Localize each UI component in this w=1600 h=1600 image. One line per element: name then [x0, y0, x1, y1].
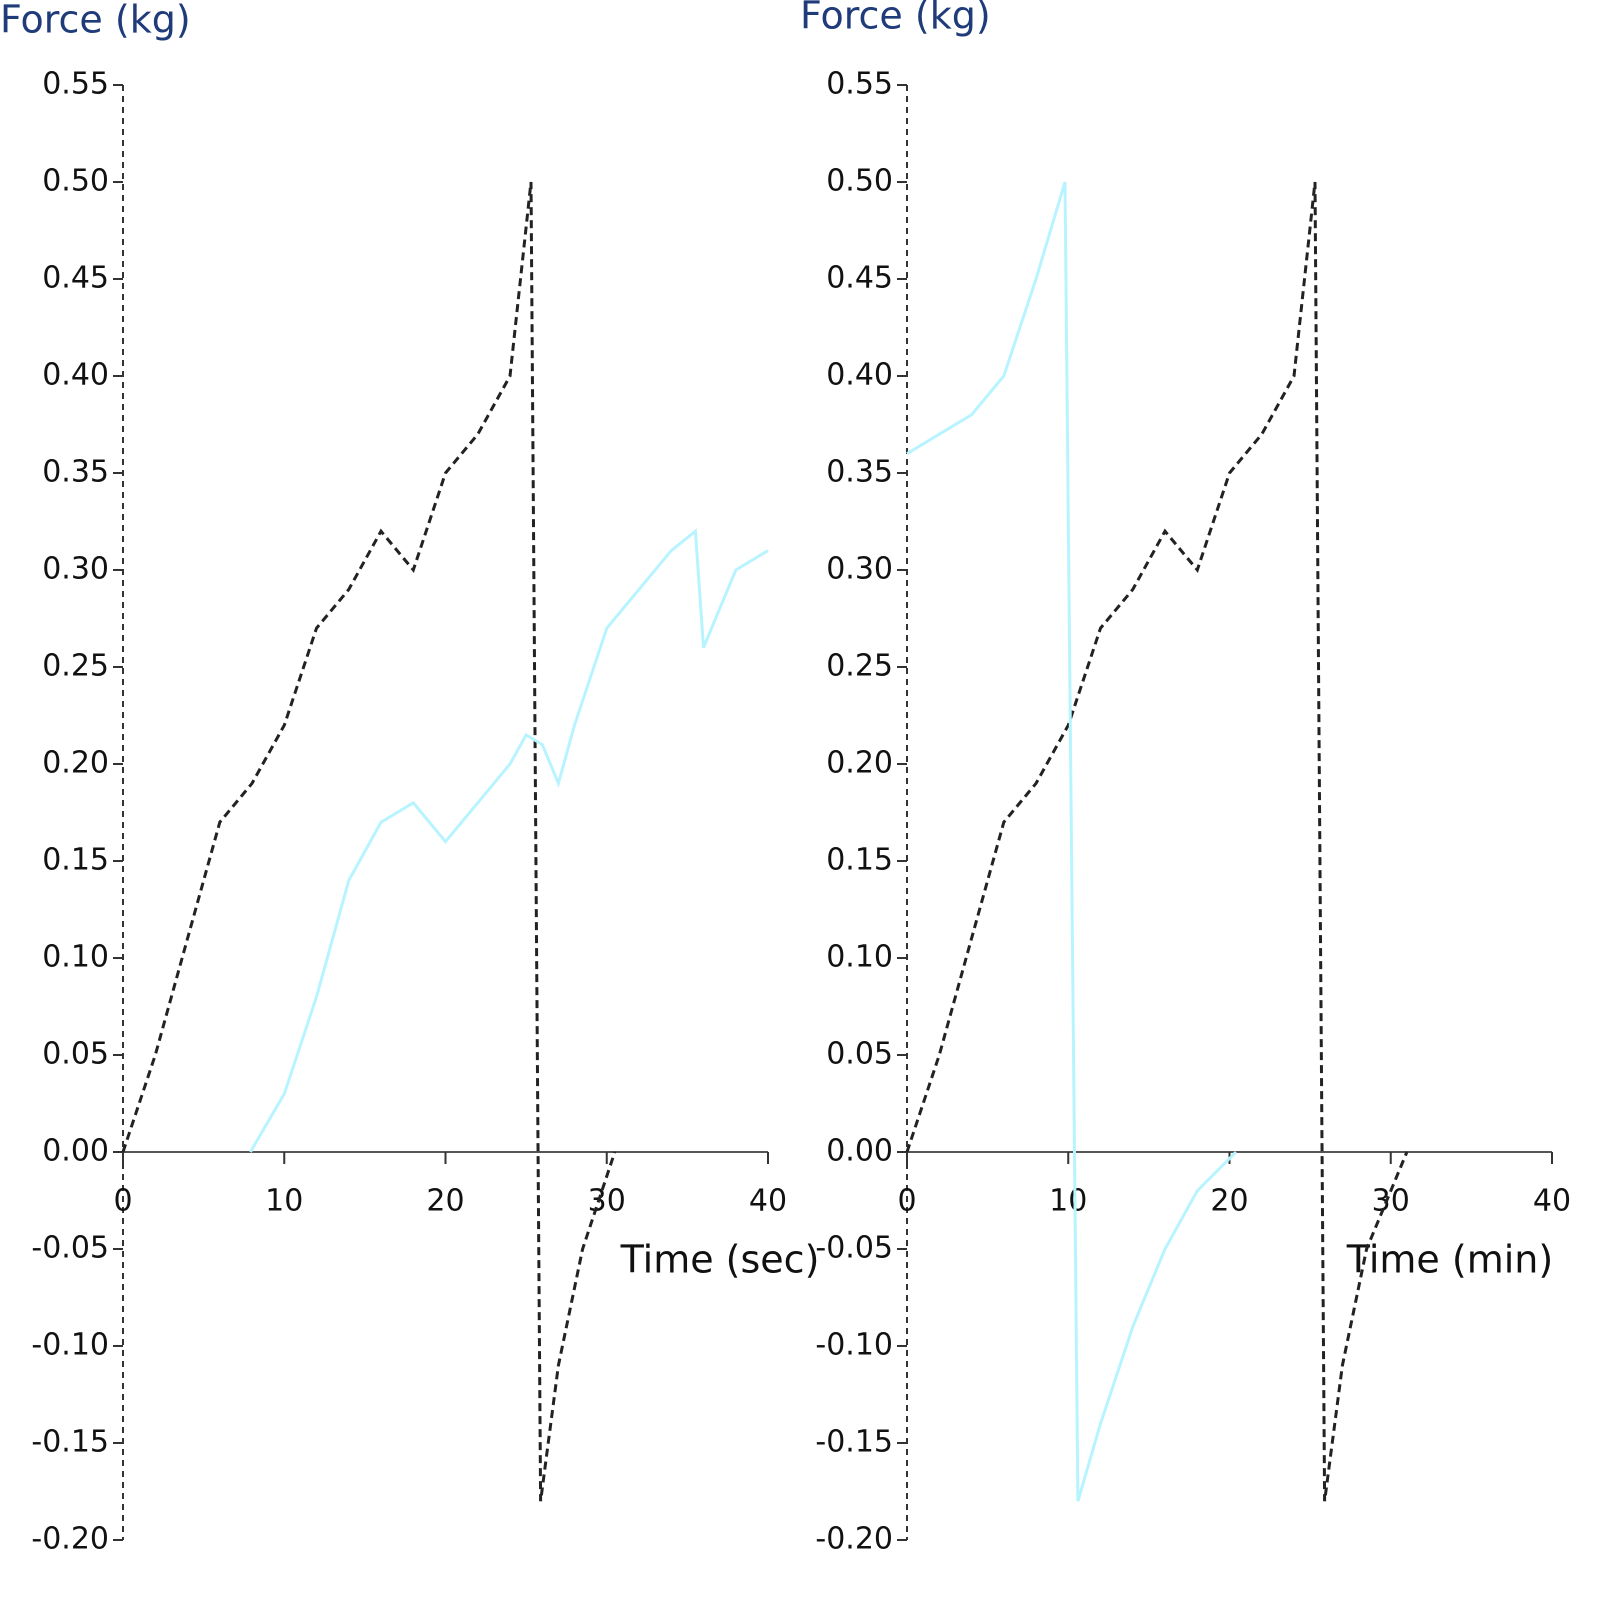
x-tick-label: 10 — [1049, 1184, 1087, 1219]
y-axis-title: Force (kg) — [800, 0, 991, 38]
y-tick-label: 0.25 — [42, 649, 109, 684]
y-tick-label: 0.40 — [42, 358, 109, 393]
y-tick-label: -0.15 — [31, 1425, 109, 1460]
series-line — [906, 181, 1238, 1502]
y-tick-label: -0.20 — [31, 1522, 109, 1557]
y-tick-label: 0.35 — [42, 455, 109, 490]
y-axis-title: Force (kg) — [0, 0, 191, 42]
x-tick-label: 0 — [113, 1184, 132, 1219]
y-tick-label: 0.45 — [826, 261, 893, 296]
x-tick-label: 40 — [1533, 1184, 1571, 1219]
y-tick-label: 0.35 — [826, 455, 893, 490]
y-tick-label: -0.10 — [31, 1328, 109, 1363]
y-tick-label: 0.45 — [42, 261, 109, 296]
y-tick-label: 0.15 — [42, 843, 109, 878]
x-tick-label: 20 — [426, 1184, 464, 1219]
y-tick-label: 0.10 — [826, 940, 893, 975]
x-tick-label: 20 — [1210, 1184, 1248, 1219]
y-tick-label: 0.00 — [42, 1134, 109, 1169]
y-tick-label: 0.50 — [42, 164, 109, 199]
y-tick-label: 0.05 — [826, 1037, 893, 1072]
y-tick-label: 0.20 — [826, 746, 893, 781]
y-tick-label: 0.30 — [826, 552, 893, 587]
y-tick-label: 0.30 — [42, 552, 109, 587]
y-tick-label: -0.20 — [815, 1522, 893, 1557]
y-tick-label: 0.10 — [42, 940, 109, 975]
y-tick-label: 0.55 — [42, 67, 109, 102]
y-tick-label: -0.05 — [31, 1231, 109, 1266]
x-tick-label: 10 — [265, 1184, 303, 1219]
y-tick-label: 0.25 — [826, 649, 893, 684]
y-tick-label: 0.55 — [826, 67, 893, 102]
y-tick-label: 0.40 — [826, 358, 893, 393]
series-line — [905, 181, 1409, 1502]
x-axis-title: Time (min) — [1346, 1238, 1553, 1282]
y-tick-label: -0.10 — [815, 1328, 893, 1363]
y-tick-label: 0.05 — [42, 1037, 109, 1072]
y-tick-label: 0.50 — [826, 164, 893, 199]
series-line — [121, 181, 617, 1502]
y-tick-label: 0.20 — [42, 746, 109, 781]
y-tick-label: -0.15 — [815, 1425, 893, 1460]
x-tick-label: 40 — [749, 1184, 787, 1219]
y-tick-label: -0.05 — [815, 1231, 893, 1266]
x-tick-label: 0 — [897, 1184, 916, 1219]
series-line — [249, 528, 769, 1153]
x-axis-title: Time (sec) — [620, 1238, 820, 1282]
y-tick-label: 0.15 — [826, 843, 893, 878]
y-tick-label: 0.00 — [826, 1134, 893, 1169]
